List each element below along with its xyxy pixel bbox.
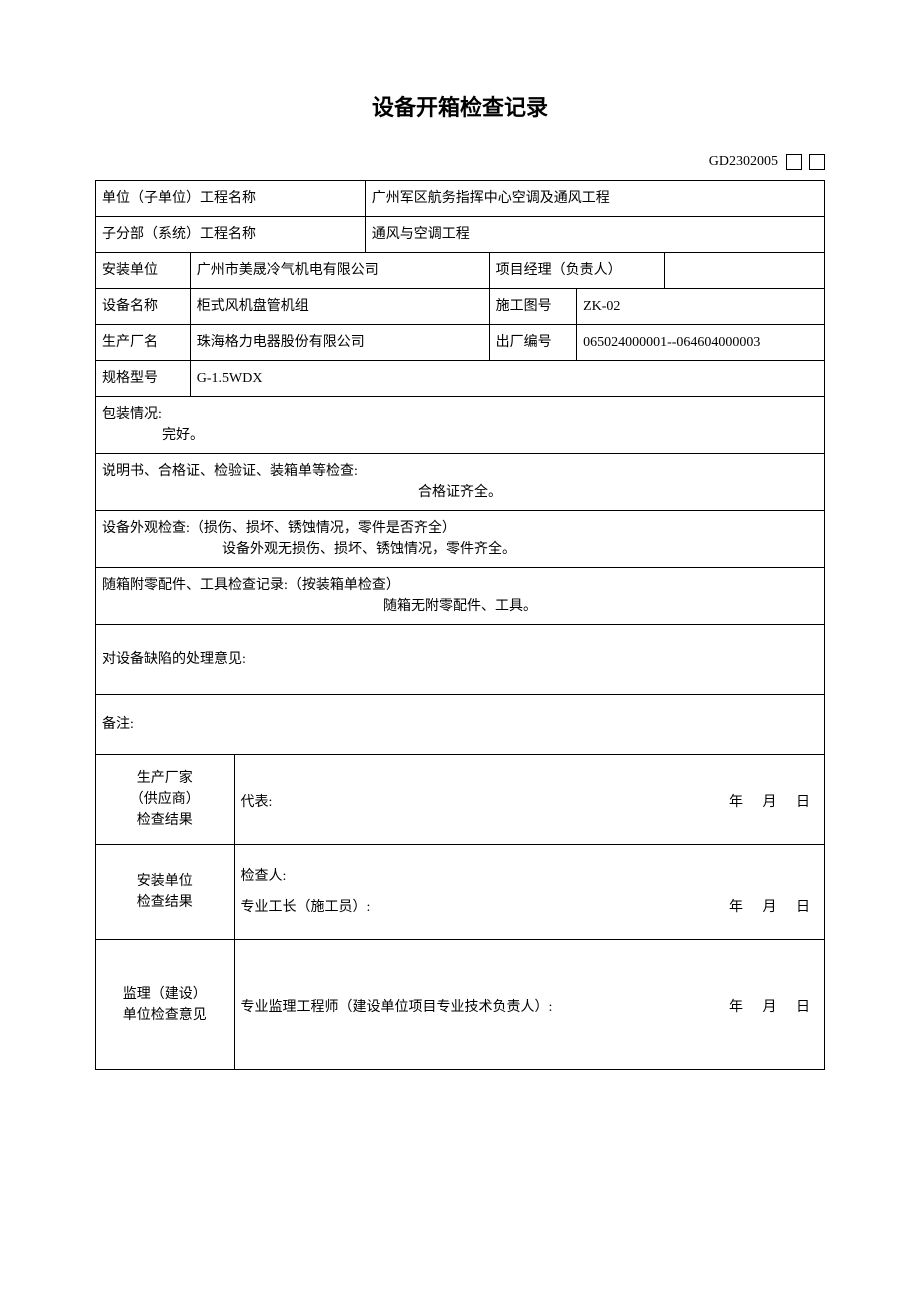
label-manufacturer: 生产厂名 bbox=[96, 325, 191, 361]
row-device-name: 设备名称 柜式风机盘管机组 施工图号 ZK-02 bbox=[96, 289, 825, 325]
label-device-name: 设备名称 bbox=[96, 289, 191, 325]
date-day: 日 bbox=[796, 795, 812, 810]
supervisor-sign-body: 专业监理工程师（建设单位项目专业技术负责人）: 年 月 日 bbox=[234, 940, 825, 1070]
date-day: 日 bbox=[796, 1000, 812, 1015]
value-drawing-no: ZK-02 bbox=[577, 289, 825, 325]
supplier-rep-label: 代表: bbox=[241, 792, 273, 813]
date-year: 年 bbox=[729, 795, 745, 810]
value-device-name: 柜式风机盘管机组 bbox=[190, 289, 489, 325]
doc-code-row: GD2302005 bbox=[95, 154, 825, 170]
value-sub-system: 通风与空调工程 bbox=[365, 217, 824, 253]
section-appearance: 设备外观检查:（损伤、损坏、锈蚀情况，零件是否齐全） 设备外观无损伤、损坏、锈蚀… bbox=[96, 511, 825, 568]
remark-label: 备注: bbox=[102, 714, 818, 735]
appearance-label: 设备外观检查:（损伤、损坏、锈蚀情况，零件是否齐全） bbox=[102, 518, 818, 539]
value-project-manager bbox=[664, 253, 824, 289]
checkbox-1[interactable] bbox=[786, 154, 802, 170]
supervisor-date: 年 月 日 bbox=[723, 997, 818, 1018]
date-year: 年 bbox=[729, 1000, 745, 1015]
supervisor-engineer-label: 专业监理工程师（建设单位项目专业技术负责人）: bbox=[241, 997, 553, 1018]
row-supervisor-sign: 监理（建设）单位检查意见 专业监理工程师（建设单位项目专业技术负责人）: 年 月… bbox=[96, 940, 825, 1070]
value-factory-no: 065024000001--064604000003 bbox=[577, 325, 825, 361]
date-month: 月 bbox=[763, 1000, 779, 1015]
row-install-unit: 安装单位 广州市美晟冷气机电有限公司 项目经理（负责人） bbox=[96, 253, 825, 289]
packaging-value: 完好。 bbox=[102, 425, 818, 446]
row-supplier-sign: 生产厂家（供应商）检查结果 代表: 年 月 日 bbox=[96, 755, 825, 845]
section-accessories: 随箱附零配件、工具检查记录:（按装箱单检查） 随箱无附零配件、工具。 bbox=[96, 568, 825, 625]
installer-checker-label: 检查人: bbox=[241, 866, 819, 887]
installer-date: 年 月 日 bbox=[723, 897, 818, 918]
row-docs: 说明书、合格证、检验证、装箱单等检查: 合格证齐全。 bbox=[96, 454, 825, 511]
section-packaging: 包装情况: 完好。 bbox=[96, 397, 825, 454]
label-unit-project: 单位（子单位）工程名称 bbox=[96, 181, 366, 217]
row-unit-project: 单位（子单位）工程名称 广州军区航务指挥中心空调及通风工程 bbox=[96, 181, 825, 217]
installer-sign-body: 检查人: 专业工长（施工员）: 年 月 日 bbox=[234, 845, 825, 940]
label-spec-model: 规格型号 bbox=[96, 361, 191, 397]
installer-foreman-label: 专业工长（施工员）: bbox=[241, 897, 371, 918]
accessories-value: 随箱无附零配件、工具。 bbox=[102, 596, 818, 617]
section-remark: 备注: bbox=[96, 695, 825, 755]
date-month: 月 bbox=[763, 795, 779, 810]
date-month: 月 bbox=[763, 900, 779, 915]
label-project-manager: 项目经理（负责人） bbox=[489, 253, 664, 289]
label-factory-no: 出厂编号 bbox=[489, 325, 576, 361]
row-sub-system: 子分部（系统）工程名称 通风与空调工程 bbox=[96, 217, 825, 253]
installer-sign-label: 安装单位检查结果 bbox=[96, 845, 235, 940]
supervisor-sign-label: 监理（建设）单位检查意见 bbox=[96, 940, 235, 1070]
doc-code: GD2302005 bbox=[709, 154, 778, 169]
label-sub-system: 子分部（系统）工程名称 bbox=[96, 217, 366, 253]
row-packaging: 包装情况: 完好。 bbox=[96, 397, 825, 454]
value-manufacturer: 珠海格力电器股份有限公司 bbox=[190, 325, 489, 361]
checkbox-2[interactable] bbox=[809, 154, 825, 170]
date-day: 日 bbox=[796, 900, 812, 915]
supplier-sign-body: 代表: 年 月 日 bbox=[234, 755, 825, 845]
value-unit-project: 广州军区航务指挥中心空调及通风工程 bbox=[365, 181, 824, 217]
value-install-unit: 广州市美晟冷气机电有限公司 bbox=[190, 253, 489, 289]
section-docs: 说明书、合格证、检验证、装箱单等检查: 合格证齐全。 bbox=[96, 454, 825, 511]
appearance-value: 设备外观无损伤、损坏、锈蚀情况，零件齐全。 bbox=[102, 539, 818, 560]
supplier-sign-label: 生产厂家（供应商）检查结果 bbox=[96, 755, 235, 845]
page-title: 设备开箱检查记录 bbox=[95, 90, 825, 122]
row-manufacturer: 生产厂名 珠海格力电器股份有限公司 出厂编号 065024000001--064… bbox=[96, 325, 825, 361]
docs-value: 合格证齐全。 bbox=[102, 482, 818, 503]
row-installer-sign: 安装单位检查结果 检查人: 专业工长（施工员）: 年 月 日 bbox=[96, 845, 825, 940]
supplier-date: 年 月 日 bbox=[723, 792, 818, 813]
accessories-label: 随箱附零配件、工具检查记录:（按装箱单检查） bbox=[102, 575, 818, 596]
section-defect: 对设备缺陷的处理意见: bbox=[96, 625, 825, 695]
docs-label: 说明书、合格证、检验证、装箱单等检查: bbox=[102, 461, 818, 482]
row-defect: 对设备缺陷的处理意见: bbox=[96, 625, 825, 695]
row-spec-model: 规格型号 G-1.5WDX bbox=[96, 361, 825, 397]
packaging-label: 包装情况: bbox=[102, 404, 818, 425]
date-year: 年 bbox=[729, 900, 745, 915]
form-table: 单位（子单位）工程名称 广州军区航务指挥中心空调及通风工程 子分部（系统）工程名… bbox=[95, 180, 825, 1070]
row-accessories: 随箱附零配件、工具检查记录:（按装箱单检查） 随箱无附零配件、工具。 bbox=[96, 568, 825, 625]
label-install-unit: 安装单位 bbox=[96, 253, 191, 289]
defect-label: 对设备缺陷的处理意见: bbox=[102, 649, 818, 670]
row-remark: 备注: bbox=[96, 695, 825, 755]
row-appearance: 设备外观检查:（损伤、损坏、锈蚀情况，零件是否齐全） 设备外观无损伤、损坏、锈蚀… bbox=[96, 511, 825, 568]
value-spec-model: G-1.5WDX bbox=[190, 361, 824, 397]
label-drawing-no: 施工图号 bbox=[489, 289, 576, 325]
